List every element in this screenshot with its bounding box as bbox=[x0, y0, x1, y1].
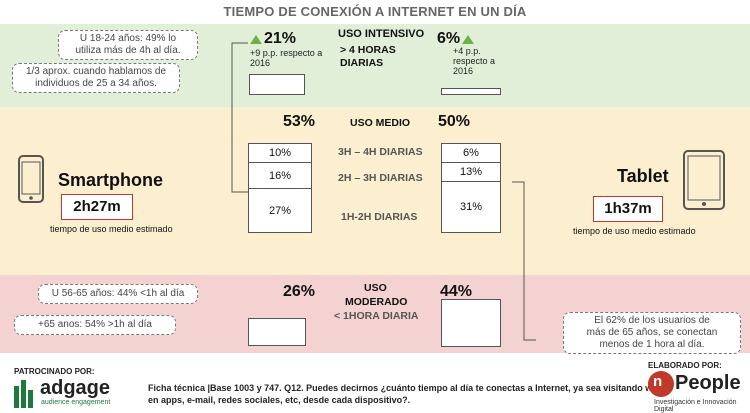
tablet-name: Tablet bbox=[617, 166, 669, 186]
smartphone-moderate-bar bbox=[248, 318, 306, 346]
tablet-2-3h-value: 13% bbox=[442, 163, 500, 182]
callout-young-users-line1: U 18-24 años: 49% lo bbox=[79, 33, 177, 44]
callout-over-65-right: El 62% de los usuarios de más de 65 años… bbox=[563, 312, 741, 354]
row-label-3-4h: 3H – 4H DIARIAS bbox=[338, 146, 423, 158]
smartphone-time: 2h27m bbox=[61, 194, 133, 220]
tablet-medium-pct: 50% bbox=[438, 113, 471, 130]
callout-25-34-line1: 1/3 aprox. cuando hablamos de bbox=[25, 66, 167, 77]
smartphone-intensive-note: +9 p.p. respecto a 2016 bbox=[250, 48, 322, 68]
smartphone-1-2h-value: 27% bbox=[268, 205, 292, 217]
tablet-medium-stack: 6% 13% 31% bbox=[441, 143, 501, 233]
people-logo-icon: n bbox=[648, 371, 674, 397]
author-tagline: Investigación e Innovación Digital bbox=[654, 399, 737, 413]
technical-note: Ficha técnica |Base 1003 y 747. Q12. Pue… bbox=[148, 382, 670, 406]
tablet-1-2h-value: 31% bbox=[459, 201, 483, 213]
sponsor-tagline: audience engagement bbox=[41, 399, 111, 406]
callout-25-34-line2: individuos de 25 a 34 años. bbox=[35, 78, 157, 89]
tablet-intensive-note-line1: +4 p.p. bbox=[453, 46, 481, 56]
medium-label: USO MEDIO bbox=[350, 117, 411, 129]
smartphone-intensive-note-line1: +9 p.p. respecto a bbox=[250, 48, 323, 58]
tablet-time: 1h37m bbox=[593, 196, 663, 222]
smartphone-time-caption: tiempo de uso medio estimado bbox=[50, 224, 173, 234]
sponsor-label: PATROCINADO POR: bbox=[14, 367, 95, 376]
callout-over-65: +65 anos: 54% >1h al día bbox=[14, 315, 176, 335]
tablet-intensive-bar bbox=[441, 88, 501, 95]
tablet-intensive-note-line3: 2016 bbox=[453, 66, 474, 76]
smartphone-intensive-bar bbox=[249, 74, 305, 95]
medium-band bbox=[0, 107, 750, 275]
page-title: TIEMPO DE CONEXIÓN A INTERNET EN UN DÍA bbox=[223, 4, 527, 19]
callout-young-users: U 18-24 años: 49% lo utiliza más de 4h a… bbox=[58, 30, 198, 60]
moderate-label-1: USO bbox=[364, 282, 387, 294]
smartphone-medium-stack: 10% 16% 27% bbox=[248, 143, 312, 233]
row-label-2-3h: 2H – 3H DIARIAS bbox=[338, 172, 423, 184]
tablet-icon bbox=[683, 150, 725, 210]
callout-right-line2: más de 65 años, se conectan bbox=[586, 327, 718, 338]
callout-56-65: U 56-65 años: 44% <1h al día bbox=[38, 284, 198, 304]
author-name: People bbox=[675, 372, 741, 394]
smartphone-3-4h-value: 10% bbox=[249, 144, 311, 163]
sponsor-name: adgage bbox=[40, 377, 111, 399]
smartphone-intensive-note-line2: 2016 bbox=[250, 58, 271, 68]
callout-25-34: 1/3 aprox. cuando hablamos de individuos… bbox=[12, 63, 180, 93]
adgage-logo-icon bbox=[14, 380, 36, 408]
moderate-label-2: MODERADO bbox=[345, 296, 408, 308]
callout-right-line3: menos de 1 hora al día. bbox=[599, 339, 705, 350]
smartphone-intensive-pct: 21% bbox=[264, 30, 297, 47]
tablet-time-caption: tiempo de uso medio estimado bbox=[573, 226, 696, 236]
row-label-1-2h: 1H-2H DIARIAS bbox=[341, 211, 418, 223]
technical-note-line2: en apps, e-mail, redes sociales, etc, de… bbox=[148, 395, 411, 405]
tablet-intensive-pct: 6% bbox=[437, 30, 461, 47]
intensive-label: USO INTENSIVO bbox=[338, 28, 425, 40]
technical-note-line1: Ficha técnica |Base 1003 y 747. Q12. Pue… bbox=[148, 383, 671, 393]
smartphone-name: Smartphone bbox=[58, 170, 164, 190]
moderate-sublabel: < 1HORA DIARIA bbox=[334, 310, 419, 322]
tablet-intensive-note: +4 p.p. respecto a 2016 bbox=[453, 46, 495, 76]
tablet-intensive-note-line2: respecto a bbox=[453, 56, 496, 66]
smartphone-icon bbox=[18, 155, 44, 203]
smartphone-moderate-pct: 26% bbox=[283, 283, 316, 300]
author-label: ELABORADO POR: bbox=[648, 361, 722, 370]
tablet-moderate-pct: 44% bbox=[440, 283, 473, 300]
tablet-increase-arrow-icon bbox=[462, 35, 474, 44]
intensive-sublabel-2: DIARIAS bbox=[340, 57, 384, 69]
tablet-moderate-bar bbox=[441, 299, 501, 347]
smartphone-2-3h-value: 16% bbox=[249, 163, 311, 189]
callout-young-users-line2: utiliza más de 4h al día. bbox=[75, 45, 181, 56]
intensive-sublabel-1: > 4 HORAS bbox=[340, 44, 396, 56]
callout-right-line1: El 62% de los usuarios de bbox=[594, 315, 710, 326]
increase-arrow-icon bbox=[250, 35, 262, 44]
smartphone-medium-pct: 53% bbox=[283, 113, 316, 130]
tablet-3-4h-value: 6% bbox=[442, 144, 500, 163]
